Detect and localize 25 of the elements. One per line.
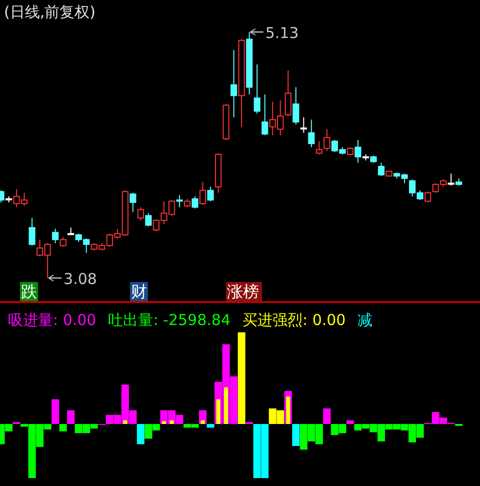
series-label: 买进强烈: 0.00	[242, 311, 346, 329]
bar	[123, 420, 128, 424]
bar	[162, 421, 166, 424]
bar	[59, 424, 67, 432]
annotation: 5.13	[265, 24, 299, 42]
text: 涨榜	[227, 282, 259, 301]
text: 减	[358, 311, 373, 329]
bar	[67, 410, 75, 424]
bar	[206, 424, 214, 428]
bar	[286, 396, 290, 424]
bar	[200, 420, 205, 424]
bar	[224, 387, 228, 424]
bar	[323, 408, 331, 424]
text: 财	[131, 282, 147, 301]
bar	[52, 399, 60, 424]
bar	[136, 424, 144, 444]
text: 吐出量: -2598.84	[108, 311, 230, 329]
bar	[216, 399, 220, 424]
text: 跌	[21, 282, 37, 301]
bar	[346, 420, 354, 424]
bar	[170, 420, 174, 424]
annotation: 3.08	[64, 270, 97, 288]
text: 吸进量: 0.00	[8, 311, 96, 329]
chart-title: (日线,前复权)	[4, 3, 96, 21]
bar	[292, 424, 300, 446]
